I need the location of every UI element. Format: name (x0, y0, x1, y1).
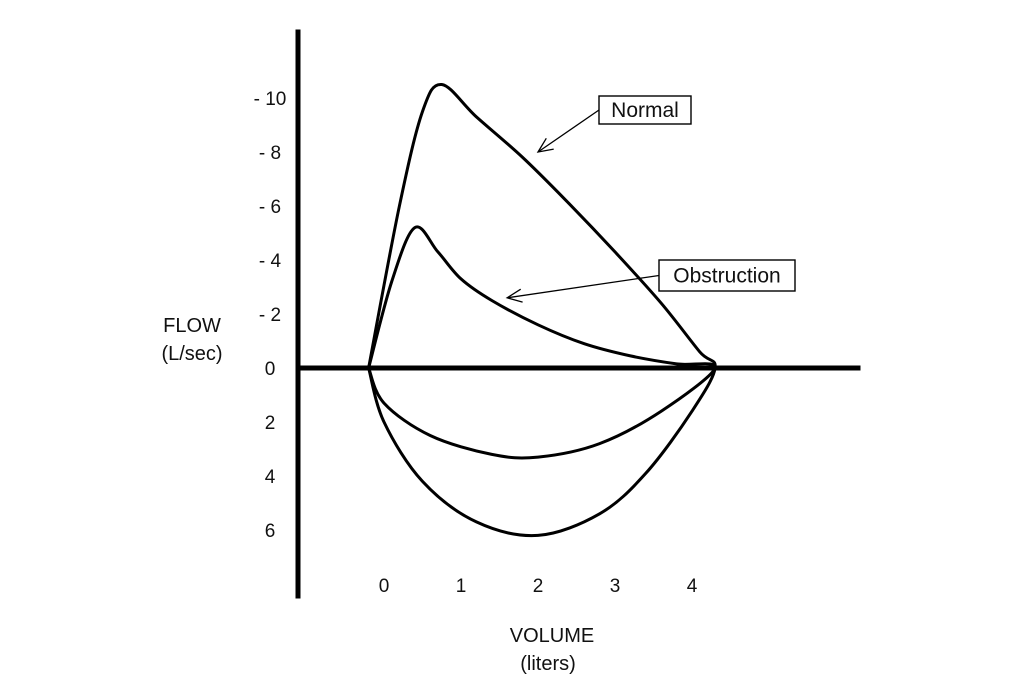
annotation-obstruction-box (658, 259, 796, 292)
y-tick-label: - 4 (259, 251, 282, 272)
x-tick-label: 0 (379, 576, 390, 597)
y-tick-label: - 8 (259, 143, 281, 164)
x-tick-label: 4 (687, 576, 698, 597)
annotation-obstruction: Obstruction (505, 259, 796, 303)
arrowhead-icon (536, 137, 554, 153)
arrowhead-icon (505, 288, 523, 303)
x-tick-label: 1 (456, 576, 467, 597)
y-tick-label: - 10 (254, 89, 287, 110)
annotation-normal-arrow-line (537, 109, 600, 153)
y-tick-label: 2 (265, 413, 276, 434)
annotation-normal: Normal (536, 95, 692, 153)
tick-labels: - 10 - 8 - 6 - 4 - 2 0 2 4 6 0 1 2 3 4 (254, 89, 698, 597)
annotations: Normal Obstruction (505, 95, 796, 303)
curves (367, 82, 717, 538)
annotation-normal-label: Normal (611, 99, 679, 122)
series-normal-curve (367, 82, 717, 538)
y-axis-label-line2: (L/sec) (161, 343, 222, 365)
x-axis-label-line2: (liters) (520, 653, 576, 675)
x-tick-label: 2 (533, 576, 544, 597)
x-tick-label: 3 (610, 576, 621, 597)
y-tick-label: 0 (265, 359, 276, 380)
y-tick-label: - 6 (259, 197, 281, 218)
axes (295, 29, 861, 599)
annotation-normal-box (598, 95, 692, 125)
y-tick-label: - 2 (259, 305, 281, 326)
y-tick-label: 6 (265, 521, 276, 542)
y-axis-label-line1: FLOW (163, 315, 221, 337)
annotation-obstruction-label: Obstruction (673, 265, 780, 288)
x-axis-label-line1: VOLUME (510, 625, 594, 647)
series-obstruction-curve (367, 225, 717, 460)
y-tick-label: 4 (265, 467, 276, 488)
annotation-obstruction-arrow-line (507, 274, 660, 299)
